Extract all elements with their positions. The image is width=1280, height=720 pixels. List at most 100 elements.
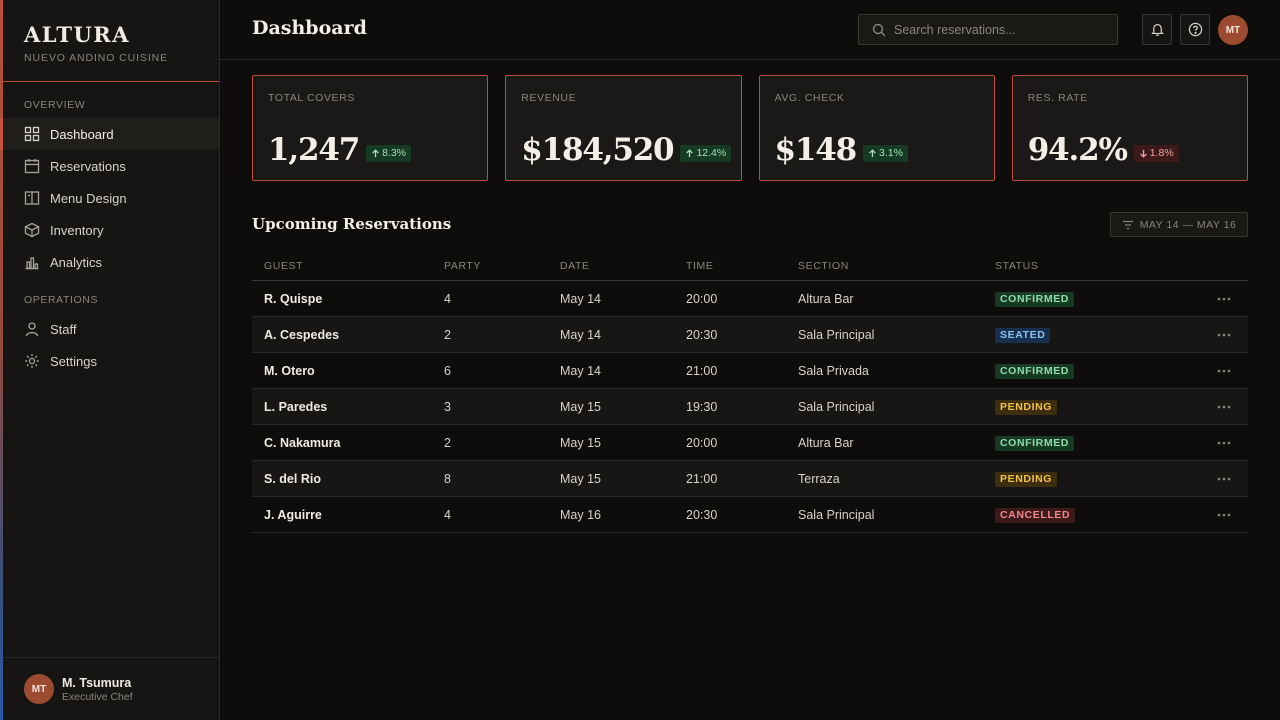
nav-section-operations: OPERATIONS [24, 294, 99, 306]
header-avatar[interactable]: MT [1218, 15, 1248, 45]
sidebar-item-menu-design[interactable]: Menu Design [3, 182, 219, 214]
reservation-date: May 15 [560, 471, 601, 486]
status-badge: PENDING [995, 399, 1058, 415]
column-header-section[interactable]: SECTION [798, 260, 849, 272]
more-options-icon[interactable] [1217, 513, 1231, 517]
stat-label: RES. RATE [1027, 92, 1088, 104]
reservation-time: 20:00 [686, 435, 718, 450]
table-row[interactable]: R. Quispe 4 May 14 20:00 Altura Bar CONFIRMED [252, 281, 1248, 317]
sidebar-item-dashboard[interactable]: Dashboard [0, 118, 219, 150]
table-row[interactable]: A. Cespedes 2 May 14 20:30 Sala Principal SEA… [252, 317, 1248, 353]
more-options-icon[interactable] [1217, 333, 1231, 337]
table-row[interactable]: M. Otero 6 May 14 21:00 Sala Privada CONFIRME… [252, 353, 1248, 389]
party-size: 2 [444, 435, 451, 450]
party-size: 4 [444, 291, 451, 306]
sidebar-accent-stripe [0, 0, 3, 720]
sidebar-item-inventory[interactable]: Inventory [3, 214, 219, 246]
guest-name: A. Cespedes [264, 327, 340, 342]
column-header-guest[interactable]: GUEST [264, 260, 304, 272]
stat-delta: 1.8% [1133, 144, 1179, 162]
status-badge: PENDING [995, 471, 1058, 487]
party-size: 4 [444, 507, 451, 522]
nav-section-overview: OVERVIEW [24, 99, 86, 111]
search-input[interactable] [894, 22, 1114, 37]
table-row[interactable]: J. Aguirre 4 May 16 20:30 Sala Principal CANC… [252, 497, 1248, 533]
calendar-icon [24, 158, 40, 174]
stat-delta: 3.1% [862, 144, 908, 162]
status-badge: CONFIRMED [995, 363, 1074, 379]
party-size: 6 [444, 363, 451, 378]
seating-section: Sala Principal [798, 327, 875, 342]
seating-section: Sala Principal [798, 399, 875, 414]
status-badge: CONFIRMED [995, 435, 1074, 451]
sidebar-item-staff[interactable]: Staff [3, 313, 219, 345]
help-button[interactable] [1180, 14, 1210, 45]
sidebar-item-reservations[interactable]: Reservations [3, 150, 219, 182]
more-options-icon[interactable] [1217, 297, 1231, 301]
guest-name: S. del Rio [264, 471, 321, 486]
column-header-status[interactable]: STATUS [995, 260, 1039, 272]
arrow-up-icon [372, 148, 379, 157]
seating-section: Altura Bar [798, 291, 854, 306]
sidebar-item-settings[interactable]: Settings [3, 345, 219, 377]
party-size: 3 [444, 399, 451, 414]
sidebar-item-label: Settings [50, 353, 97, 369]
reservations-table: GUEST PARTY DATE TIME SECTION STATUS R. … [252, 252, 1248, 533]
status-badge: CONFIRMED [995, 291, 1074, 307]
notifications-button[interactable] [1142, 14, 1172, 45]
date-filter-button[interactable]: MAY 14 — MAY 16 [1110, 212, 1248, 237]
user-profile[interactable]: MT M. Tsumura Executive Chef [3, 657, 220, 720]
user-role: Executive Chef [62, 690, 133, 703]
stat-delta-value: 1.8% [1149, 147, 1174, 159]
date-filter-label: MAY 14 — MAY 16 [1139, 218, 1237, 231]
seating-section: Terraza [798, 471, 840, 486]
more-options-icon[interactable] [1217, 405, 1231, 409]
table-row[interactable]: S. del Rio 8 May 15 21:00 Terraza PENDING [252, 461, 1248, 497]
stat-card-avg-check: AVG. CHECK $148 3.1% [758, 75, 995, 181]
bell-icon [1150, 22, 1165, 37]
sidebar-item-label: Analytics [50, 254, 103, 270]
guest-name: C. Nakamura [264, 435, 341, 450]
brand-tagline: NUEVO ANDINO CUISINE [24, 52, 169, 64]
page-title: Dashboard [252, 17, 367, 39]
reservation-time: 21:00 [686, 471, 718, 486]
reservation-date: May 16 [560, 507, 601, 522]
column-header-time[interactable]: TIME [686, 260, 714, 272]
user-info: M. Tsumura Executive Chef [62, 676, 133, 703]
reservation-time: 20:30 [686, 507, 718, 522]
filter-icon [1122, 220, 1133, 229]
more-options-icon[interactable] [1217, 477, 1231, 481]
more-options-icon[interactable] [1217, 441, 1231, 445]
stat-label: AVG. CHECK [774, 92, 845, 104]
status-badge: CANCELLED [995, 507, 1076, 523]
sidebar-item-analytics[interactable]: Analytics [3, 246, 219, 278]
stat-delta: 8.3% [366, 144, 412, 162]
search-box[interactable] [858, 14, 1118, 45]
reservation-date: May 15 [560, 435, 601, 450]
party-size: 8 [444, 471, 451, 486]
book-icon [24, 190, 40, 206]
stat-value: 1,247 [268, 132, 360, 168]
guest-name: M. Otero [264, 363, 315, 378]
stat-card-res-rate: RES. RATE 94.2% 1.8% [1011, 75, 1248, 181]
column-header-date[interactable]: DATE [560, 260, 590, 272]
guest-name: L. Paredes [264, 399, 328, 414]
more-options-icon[interactable] [1217, 369, 1231, 373]
person-icon [24, 321, 40, 337]
bar-chart-icon [24, 254, 40, 270]
sidebar-item-label: Inventory [50, 222, 104, 238]
table-row[interactable]: L. Paredes 3 May 15 19:30 Sala Principal PEND… [252, 389, 1248, 425]
arrow-down-icon [1139, 149, 1147, 158]
sidebar-item-label: Staff [50, 321, 77, 337]
sidebar-item-label: Menu Design [50, 190, 127, 206]
reservations-title: Upcoming Reservations [252, 215, 452, 233]
stat-value: 94.2% [1027, 132, 1128, 168]
avatar: MT [24, 674, 54, 704]
stat-delta-value: 8.3% [382, 147, 407, 159]
stat-label: TOTAL COVERS [268, 92, 355, 104]
search-icon [872, 23, 886, 37]
sidebar-item-label: Reservations [50, 158, 126, 174]
nav-list-overview: Dashboard Reservations Menu Design Inven… [0, 118, 219, 278]
column-header-party[interactable]: PARTY [444, 260, 482, 272]
table-row[interactable]: C. Nakamura 2 May 15 20:00 Altura Bar CONFIRM… [252, 425, 1248, 461]
